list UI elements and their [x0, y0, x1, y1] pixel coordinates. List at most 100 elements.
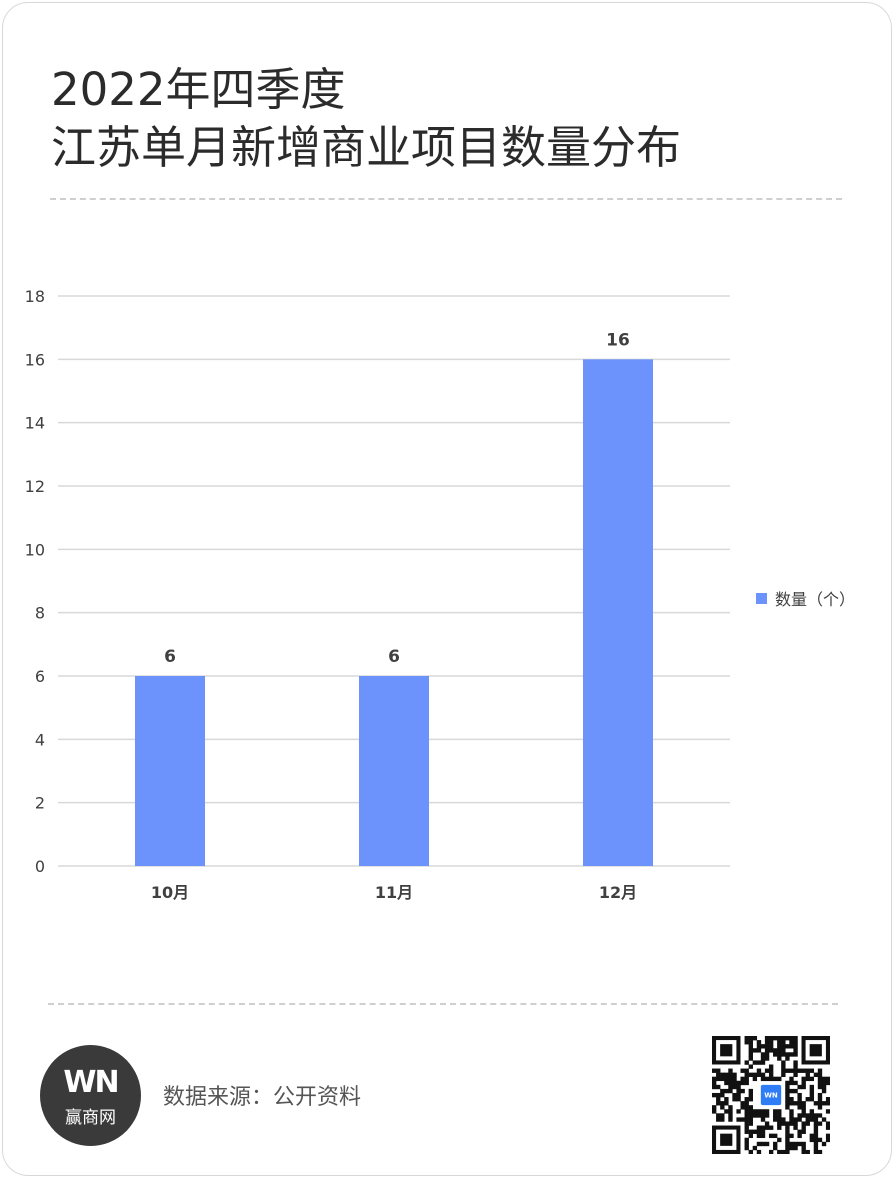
qr-module [712, 1084, 717, 1090]
qr-module [756, 1109, 762, 1114]
qr-module [768, 1036, 774, 1041]
qr-module [752, 1060, 758, 1065]
qr-module [793, 1145, 798, 1151]
qr-module [712, 1076, 717, 1082]
qr-module [736, 1109, 741, 1114]
brand-logo: WN 赢商网 [40, 1045, 141, 1146]
qr-module [736, 1097, 741, 1102]
qr-module [773, 1052, 778, 1057]
qr-module [793, 1040, 798, 1045]
qr-module [744, 1105, 749, 1110]
qr-module [817, 1105, 823, 1110]
qr-module [817, 1149, 823, 1154]
qr-module [809, 1097, 815, 1102]
qr-module [777, 1125, 782, 1130]
qr-module [809, 1088, 815, 1094]
qr-module [781, 1040, 786, 1045]
qr-module [740, 1117, 745, 1122]
qr-finder-inner [720, 1044, 733, 1057]
bar [135, 676, 205, 866]
qr-module [789, 1076, 794, 1082]
qr-module [744, 1129, 749, 1134]
qr-module [760, 1076, 766, 1082]
qr-module [724, 1080, 729, 1086]
qr-module [748, 1109, 753, 1114]
qr-module [797, 1068, 802, 1073]
qr-module [805, 1149, 810, 1154]
qr-module [817, 1113, 823, 1118]
qr-module [748, 1092, 753, 1098]
qr-module [716, 1113, 721, 1118]
qr-module [760, 1125, 766, 1130]
legend: 数量（个） [756, 586, 855, 610]
qr-module [748, 1133, 753, 1139]
qr-module [817, 1080, 823, 1086]
qr-module [728, 1084, 733, 1090]
qr-module [809, 1109, 815, 1114]
y-tick-label: 4 [35, 730, 45, 749]
qr-module [781, 1064, 786, 1069]
qr-module [809, 1117, 815, 1122]
qr-module [740, 1101, 745, 1106]
qr-module [724, 1101, 729, 1106]
qr-module [760, 1056, 766, 1061]
qr-module [781, 1121, 786, 1126]
qr-module [777, 1040, 782, 1045]
qr-module [789, 1040, 794, 1045]
qr-module [813, 1145, 819, 1151]
qr-module [760, 1072, 766, 1077]
qr-module [744, 1117, 749, 1122]
qr-module [809, 1113, 815, 1118]
qr-module [797, 1113, 802, 1118]
qr-module [768, 1048, 774, 1053]
qr-module [809, 1133, 815, 1139]
qr-module [789, 1109, 794, 1114]
qr-module [825, 1076, 830, 1082]
qr-module [773, 1113, 778, 1118]
qr-module [781, 1149, 786, 1154]
qr-module [825, 1125, 830, 1130]
qr-module [764, 1113, 770, 1118]
y-tick-label: 16 [25, 350, 45, 369]
qr-module [825, 1097, 830, 1102]
qr-module [716, 1097, 721, 1102]
qr-module [732, 1072, 737, 1077]
qr-module [817, 1084, 823, 1090]
qr-module [748, 1044, 753, 1049]
qr-module [793, 1068, 798, 1073]
qr-module [789, 1044, 794, 1049]
qr-module [744, 1080, 749, 1086]
qr-module [744, 1141, 749, 1147]
qr-module [756, 1044, 762, 1049]
qr-module [785, 1137, 790, 1143]
qr-module [740, 1068, 745, 1073]
qr-module [740, 1105, 745, 1110]
qr-module [777, 1109, 782, 1114]
qr-module [756, 1129, 762, 1134]
qr-module [712, 1068, 717, 1073]
qr-module [752, 1036, 758, 1041]
title-line-2: 江苏单月新增商业项目数量分布 [51, 121, 682, 174]
qr-module [716, 1072, 721, 1077]
qr-module [789, 1145, 794, 1151]
y-tick-label: 2 [35, 794, 45, 813]
qr-module [760, 1060, 766, 1065]
qr-module [748, 1064, 753, 1069]
qr-module [801, 1080, 806, 1086]
qr-module [744, 1125, 749, 1130]
qr-module [785, 1129, 790, 1134]
qr-module [805, 1121, 810, 1126]
qr-module [785, 1092, 790, 1098]
qr-module [768, 1076, 774, 1082]
x-tick-label: 10月 [151, 883, 189, 902]
qr-module [797, 1097, 802, 1102]
qr-module [740, 1076, 745, 1082]
qr-module [785, 1036, 790, 1041]
qr-module [732, 1080, 737, 1086]
qr-module [744, 1036, 749, 1041]
qr-module [712, 1109, 717, 1114]
qr-module [793, 1060, 798, 1065]
qr-module [785, 1149, 790, 1154]
qr-module [760, 1109, 766, 1114]
qr-module [732, 1092, 737, 1098]
